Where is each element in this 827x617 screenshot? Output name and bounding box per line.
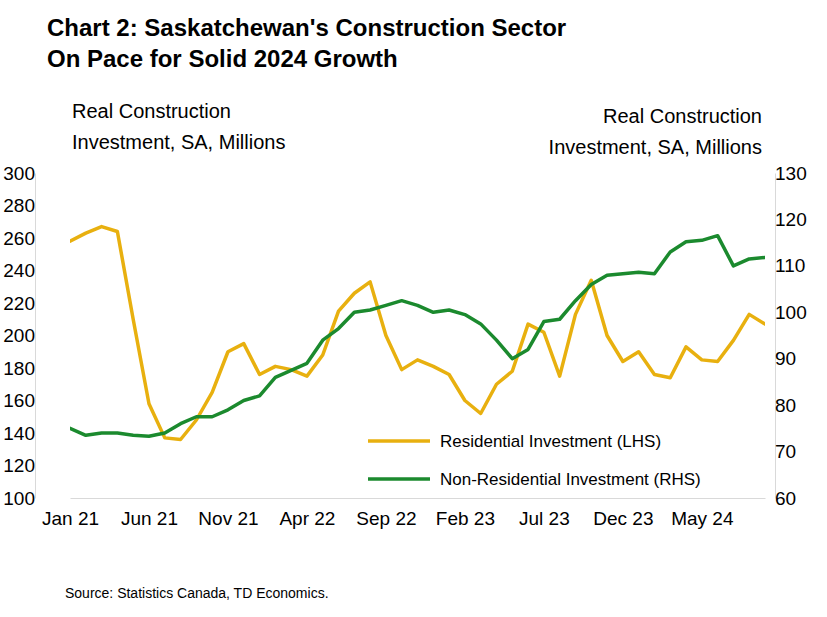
tick: Jun 21 <box>121 498 178 529</box>
chart: Chart 2: Saskatchewan's Construction Sec… <box>0 0 827 617</box>
tick: Jan 21 <box>42 498 99 529</box>
tick-label: Jul 23 <box>519 508 570 529</box>
y2-axis-label: Real Construction <box>603 105 762 127</box>
tick-label: Jan 21 <box>42 508 99 529</box>
tick-label: Sep 22 <box>356 508 416 529</box>
tick: 200 <box>3 325 35 346</box>
tick: 220 <box>3 293 35 314</box>
y-axis-label: Real Construction <box>72 100 231 122</box>
tick-label: 80 <box>775 395 796 416</box>
y-axis-line <box>35 174 36 499</box>
legend-label: Non-Residential Investment (RHS) <box>440 470 701 489</box>
title: On Pace for Solid 2024 Growth <box>47 45 398 72</box>
tick: 70 <box>775 441 796 462</box>
x-axis-line <box>71 498 766 499</box>
tick: 100 <box>775 302 807 323</box>
y-axis-label: Investment, SA, Millions <box>72 131 285 153</box>
tick: Jul 23 <box>519 498 570 529</box>
tick-label: 60 <box>775 488 796 509</box>
tick: Feb 23 <box>436 498 495 529</box>
tick: 80 <box>775 395 796 416</box>
tick-label: 260 <box>3 228 35 249</box>
y2-axis: 60 70 80 90 100 110 120 130 <box>775 163 807 509</box>
tick-label: 120 <box>3 455 35 476</box>
tick: 120 <box>3 455 35 476</box>
tick: May 24 <box>671 498 734 529</box>
tick: Dec 23 <box>593 498 653 529</box>
tick: 240 <box>3 260 35 281</box>
tick: 90 <box>775 348 796 369</box>
tick: 260 <box>3 228 35 249</box>
line-series <box>70 227 765 440</box>
tick-label: 220 <box>3 293 35 314</box>
tick: 140 <box>3 423 35 444</box>
legend-swatch <box>368 439 430 443</box>
legend: Residential Investment (LHS) Non-Resident… <box>368 432 701 489</box>
tick-label: 240 <box>3 260 35 281</box>
tick: 280 <box>3 195 35 216</box>
tick: 110 <box>775 255 805 276</box>
legend-swatch <box>368 477 430 481</box>
y-axis: 100 120 140 160 180 200 220 240 260 280 300 <box>3 163 35 509</box>
tick: 180 <box>3 358 35 379</box>
title-group: Chart 2: Saskatchewan's Construction Sec… <box>47 14 566 72</box>
tick-label: Feb 23 <box>436 508 495 529</box>
x-axis: Jan 21 Jun 21 Nov 21 Apr 22 Sep 22 Feb 23 Jul … <box>42 498 766 529</box>
tick-label: 160 <box>3 390 35 411</box>
tick-label: 120 <box>775 209 807 230</box>
title: Chart 2: Saskatchewan's Construction Sec… <box>47 14 566 41</box>
tick-label: 300 <box>3 163 35 184</box>
tick: 300 <box>3 163 35 184</box>
tick-label: Dec 23 <box>593 508 653 529</box>
tick-label: 100 <box>775 302 807 323</box>
tick-label: Apr 22 <box>279 508 335 529</box>
tick: Nov 21 <box>198 498 258 529</box>
tick-label: Nov 21 <box>198 508 258 529</box>
tick: Sep 22 <box>356 498 416 529</box>
tick: 60 <box>775 488 796 509</box>
tick-label: 180 <box>3 358 35 379</box>
line-series <box>70 236 765 437</box>
source: Source: Statistics Canada, TD Economics. <box>65 585 329 601</box>
tick: 120 <box>775 209 807 230</box>
tick-label: 90 <box>775 348 796 369</box>
tick: 100 <box>3 488 35 509</box>
tick: 130 <box>775 163 807 184</box>
plot-area <box>70 227 765 440</box>
tick-label: 140 <box>3 423 35 444</box>
tick: Apr 22 <box>279 498 335 529</box>
tick-label: 200 <box>3 325 35 346</box>
tick-label: 130 <box>775 163 807 184</box>
tick-label: May 24 <box>671 508 734 529</box>
legend-label: Residential Investment (LHS) <box>440 432 661 451</box>
tick-label: 100 <box>3 488 35 509</box>
y2-axis-label: Investment, SA, Millions <box>549 136 762 158</box>
tick: 160 <box>3 390 35 411</box>
tick-label: Jun 21 <box>121 508 178 529</box>
tick-label: 280 <box>3 195 35 216</box>
tick-label: 70 <box>775 441 796 462</box>
tick-label: 110 <box>775 255 805 276</box>
